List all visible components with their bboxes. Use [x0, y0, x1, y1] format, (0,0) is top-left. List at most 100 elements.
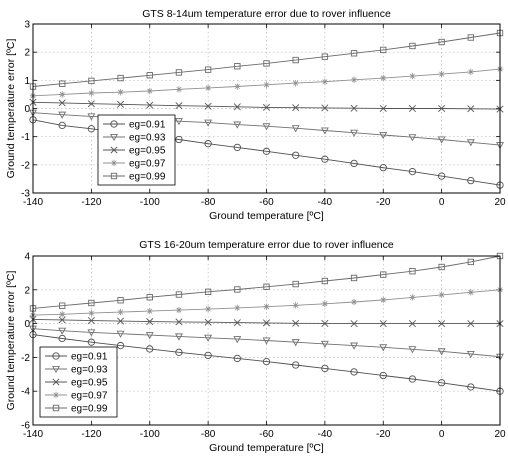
legend-marker: [110, 159, 118, 167]
data-point: [204, 351, 212, 360]
data-point: [321, 53, 329, 60]
data-point: [437, 172, 446, 180]
x-tick-label: 20: [494, 429, 506, 440]
data-point: [292, 361, 300, 369]
data-point: [234, 63, 241, 70]
data-point: [350, 342, 359, 350]
series-eg=0.93: [29, 325, 504, 361]
data-point: [58, 111, 67, 119]
chart-panel-1: GTS 8-14um temperature error due to rove…: [5, 8, 506, 222]
x-tick-label: -20: [376, 197, 391, 208]
series-line: [32, 32, 501, 87]
data-point: [175, 306, 183, 314]
data-point: [87, 113, 96, 121]
data-point: [58, 99, 66, 107]
chart-panel-2: GTS 16-20um temperature error due to rov…: [5, 239, 506, 454]
data-point: [175, 135, 183, 144]
data-point: [467, 105, 475, 113]
data-point: [380, 296, 387, 304]
data-point: [175, 69, 183, 76]
data-point: [204, 334, 213, 342]
data-point: [204, 84, 212, 92]
data-point: [174, 118, 183, 126]
data-point: [409, 268, 416, 275]
data-point: [321, 78, 329, 85]
y-tick-label: 0: [24, 104, 30, 115]
data-point: [467, 176, 475, 185]
data-point: [467, 258, 474, 266]
x-tick-label: -80: [201, 429, 216, 440]
data-point: [117, 100, 125, 108]
data-point: [292, 79, 299, 87]
data-point: [466, 139, 475, 147]
data-point: [292, 302, 299, 309]
x-tick-label: -60: [259, 429, 274, 440]
x-tick-label: -40: [318, 197, 333, 208]
chart-title: GTS 8-14um temperature error due to rove…: [142, 8, 391, 20]
x-axis-label: Ground temperature [ºC]: [209, 210, 324, 222]
data-point: [175, 318, 183, 326]
legend-label: eg=0.99: [71, 404, 108, 415]
data-point: [350, 129, 359, 137]
series-eg=0.95: [29, 98, 504, 113]
data-point: [380, 74, 387, 82]
data-point: [204, 119, 213, 127]
data-point: [379, 163, 387, 172]
series-eg=0.97: [29, 65, 504, 100]
plot-frame: [32, 23, 501, 194]
data-point: [409, 42, 416, 50]
data-point: [174, 333, 183, 341]
y-tick-label: -4: [21, 387, 30, 398]
data-point: [467, 383, 475, 391]
y-tick-label: 4: [24, 252, 30, 263]
data-point: [408, 375, 417, 383]
data-point: [350, 368, 358, 376]
y-tick-label: -2: [21, 160, 30, 171]
series-line: [32, 255, 501, 309]
data-point: [146, 345, 154, 353]
legend-label: eg=0.91: [129, 120, 166, 131]
legend-marker: [52, 378, 60, 386]
data-point: [204, 288, 212, 295]
data-point: [117, 317, 125, 325]
data-point: [320, 340, 329, 349]
data-point: [379, 344, 388, 352]
data-point: [262, 103, 271, 111]
data-point: [380, 46, 387, 54]
data-point: [438, 70, 445, 78]
data-point: [58, 334, 66, 343]
data-point: [408, 104, 416, 113]
data-point: [321, 319, 329, 327]
data-point: [204, 66, 212, 73]
legend-marker: [110, 146, 118, 154]
data-point: [321, 364, 329, 373]
data-point: [380, 271, 387, 278]
x-tick-label: -120: [81, 197, 101, 208]
x-tick-label: -140: [23, 429, 43, 440]
data-point: [263, 60, 270, 67]
data-point: [292, 56, 299, 64]
data-point: [233, 103, 241, 111]
data-point: [263, 81, 270, 89]
data-point: [350, 320, 358, 328]
legend-marker: [110, 120, 118, 128]
data-point: [438, 291, 445, 299]
y-tick-label: -6: [21, 421, 30, 432]
data-point: [204, 305, 212, 313]
data-point: [291, 339, 300, 347]
data-point: [234, 83, 241, 90]
data-point: [292, 104, 300, 112]
data-point: [59, 80, 66, 87]
data-point: [438, 104, 446, 113]
data-point: [291, 125, 300, 133]
data-point: [379, 371, 387, 380]
y-tick-label: -3: [21, 189, 30, 200]
data-point: [408, 346, 417, 354]
plot-frame: [32, 255, 501, 426]
data-point: [117, 88, 124, 96]
data-point: [233, 336, 242, 344]
legend-label: eg=0.99: [129, 172, 166, 183]
series-line: [32, 289, 501, 316]
data-point: [321, 300, 329, 308]
data-point: [437, 379, 446, 387]
